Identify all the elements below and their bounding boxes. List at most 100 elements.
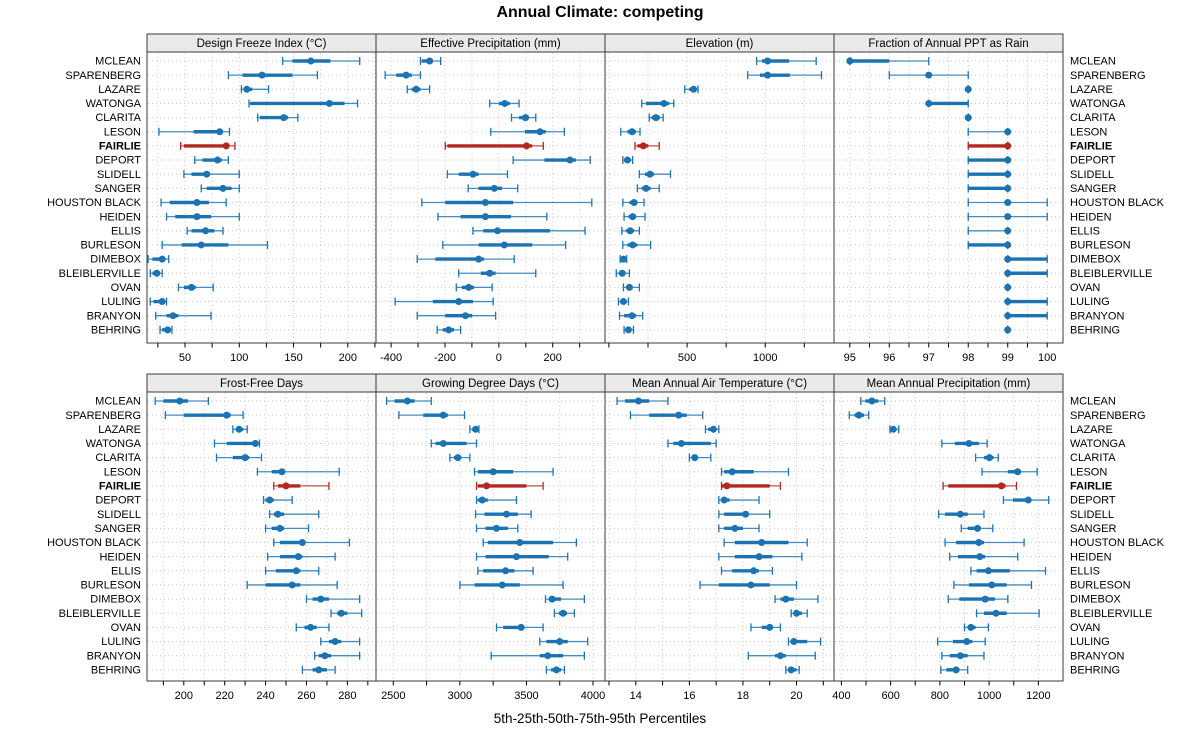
percentile-row <box>967 240 1012 249</box>
median-dot <box>516 539 524 546</box>
median-dot <box>755 553 763 561</box>
percentile-row <box>155 311 212 320</box>
percentile-row <box>215 453 263 462</box>
percentile-row <box>636 184 660 193</box>
panel: Growing Degree Days (°C) 2500 3000 3500 4000 <box>375 373 606 702</box>
percentile-row <box>442 240 567 249</box>
percentile-row <box>177 283 214 292</box>
category-label-left: BEHRING <box>91 664 141 676</box>
median-dot <box>241 454 249 462</box>
axis-caption: 5th-25th-50th-75th-95th Percentiles <box>493 711 707 726</box>
strip-label: Fraction of Annual PPT as Rain <box>868 38 1028 50</box>
category-label-right: BLEIBLERVILLE <box>1070 268 1152 280</box>
axis-tick-label: 200 <box>339 352 357 364</box>
median-dot <box>965 439 973 447</box>
percentile-row <box>467 184 519 193</box>
percentile-row <box>648 113 664 122</box>
category-label-left: ELLIS <box>111 225 141 237</box>
median-dot <box>266 496 274 504</box>
chart-title: Annual Climate: competing <box>496 4 704 21</box>
panel-frame <box>604 51 835 344</box>
percentile-row <box>1002 496 1050 505</box>
percentile-row <box>246 580 338 589</box>
axis-tick-label: 280 <box>338 690 356 702</box>
percentile-row <box>301 665 336 674</box>
panel-frame <box>375 391 606 682</box>
percentile-row <box>622 240 652 249</box>
percentile-row <box>512 156 591 165</box>
median-dot <box>197 241 205 249</box>
percentile-row <box>213 439 261 448</box>
category-label-right: LESON <box>1070 466 1107 478</box>
median-dot <box>472 425 480 433</box>
percentile-row <box>430 439 478 448</box>
median-dot <box>976 553 984 561</box>
median-dot <box>216 128 224 136</box>
category-label-left: HEIDEN <box>99 211 141 223</box>
percentile-row <box>510 113 537 122</box>
strip-label: Mean Annual Air Temperature (°C) <box>632 378 807 390</box>
percentile-row <box>944 538 1025 547</box>
percentile-row <box>416 311 497 320</box>
percentile-row <box>622 198 645 207</box>
panel-block-1: MCLEAN MCLEAN SPARENBERG SPARENBERG LAZARE LA… <box>47 373 1165 702</box>
axis-tick-label: 3500 <box>514 690 538 702</box>
axis-tick-label: 99 <box>1002 352 1014 364</box>
median-dot <box>675 411 683 419</box>
category-label-right: BURLESON <box>1070 240 1131 252</box>
median-dot <box>517 623 525 631</box>
median-dot <box>630 199 638 206</box>
median-dot <box>988 581 996 589</box>
percentile-row <box>186 226 224 235</box>
median-dot <box>964 85 972 93</box>
category-label-left: BRANYON <box>87 310 141 322</box>
median-dot <box>764 71 772 79</box>
category-label-right: LAZARE <box>1070 424 1113 436</box>
median-dot <box>258 71 266 79</box>
percentile-row <box>232 425 248 434</box>
percentile-row <box>183 170 240 179</box>
category-label-right: LULING <box>1070 636 1110 648</box>
percentile-row <box>539 637 589 646</box>
axis-tick-label: 18 <box>737 690 749 702</box>
category-label-left: LAZARE <box>98 424 141 436</box>
category-label-right: HEIDEN <box>1070 211 1112 223</box>
median-dot <box>315 666 323 674</box>
median-dot <box>158 298 166 306</box>
median-dot <box>193 199 201 206</box>
percentile-row <box>667 439 717 448</box>
percentile-row <box>269 510 320 519</box>
median-dot <box>455 298 463 306</box>
percentile-row <box>974 453 999 462</box>
axis-tick-label: 220 <box>216 690 234 702</box>
median-dot <box>1004 128 1012 136</box>
median-dot <box>276 524 284 532</box>
category-label-right: ELLIS <box>1070 225 1100 237</box>
category-label-left: BLEIBLERVILLE <box>59 268 141 280</box>
percentile-row <box>940 665 969 674</box>
median-dot <box>219 184 227 192</box>
category-label-right: SANGER <box>1070 523 1117 535</box>
median-dot <box>750 567 758 575</box>
median-dot <box>992 609 1000 617</box>
axis-tick-label: 95 <box>844 352 856 364</box>
percentile-row <box>266 552 336 561</box>
median-dot <box>536 128 544 136</box>
median-dot <box>556 638 564 646</box>
category-label-right: SLIDELL <box>1070 509 1114 521</box>
median-dot <box>1004 199 1012 206</box>
median-dot <box>974 524 982 532</box>
category-label-right: BRANYON <box>1070 650 1124 662</box>
percentile-row <box>718 524 760 533</box>
median-dot <box>490 184 498 192</box>
panel: Mean Annual Air Temperature (°C) 14 16 18 20 <box>604 373 835 702</box>
category-label-right: HOUSTON BLACK <box>1070 537 1165 549</box>
percentile-row <box>147 255 170 264</box>
median-dot <box>1004 298 1012 306</box>
category-label-right: OVAN <box>1070 622 1100 634</box>
median-dot <box>566 156 574 164</box>
median-dot <box>660 99 668 107</box>
axis-tick-label: 20 <box>790 690 802 702</box>
axis-tick-label: 150 <box>284 352 302 364</box>
